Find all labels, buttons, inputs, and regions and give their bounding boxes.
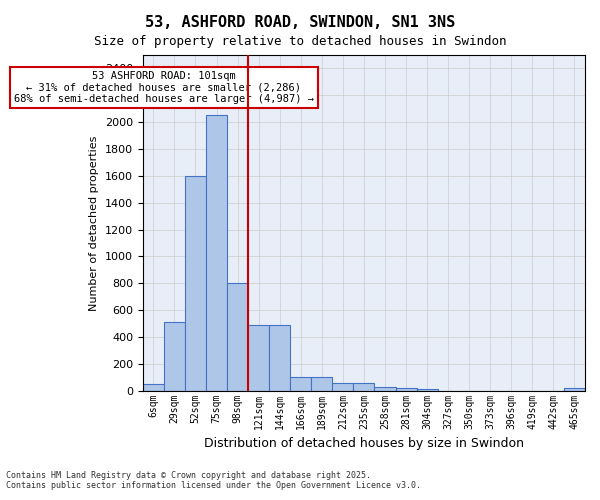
Text: Contains HM Land Registry data © Crown copyright and database right 2025.
Contai: Contains HM Land Registry data © Crown c…: [6, 470, 421, 490]
Bar: [311, 377, 332, 390]
Bar: [374, 386, 395, 390]
Bar: [143, 384, 164, 390]
Text: 53 ASHFORD ROAD: 101sqm
← 31% of detached houses are smaller (2,286)
68% of semi: 53 ASHFORD ROAD: 101sqm ← 31% of detache…: [14, 71, 314, 104]
Bar: [164, 322, 185, 390]
Bar: [269, 325, 290, 390]
Bar: [248, 325, 269, 390]
Bar: [332, 382, 353, 390]
Bar: [564, 388, 585, 390]
Y-axis label: Number of detached properties: Number of detached properties: [89, 135, 100, 310]
Text: 53, ASHFORD ROAD, SWINDON, SN1 3NS: 53, ASHFORD ROAD, SWINDON, SN1 3NS: [145, 15, 455, 30]
Bar: [290, 377, 311, 390]
X-axis label: Distribution of detached houses by size in Swindon: Distribution of detached houses by size …: [204, 437, 524, 450]
Bar: [206, 116, 227, 390]
Bar: [227, 283, 248, 391]
Bar: [353, 382, 374, 390]
Bar: [185, 176, 206, 390]
Bar: [395, 388, 416, 390]
Text: Size of property relative to detached houses in Swindon: Size of property relative to detached ho…: [94, 35, 506, 48]
